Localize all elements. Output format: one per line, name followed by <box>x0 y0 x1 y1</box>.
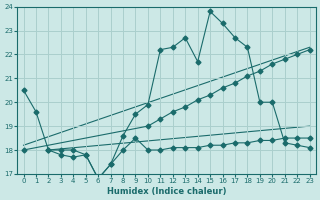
X-axis label: Humidex (Indice chaleur): Humidex (Indice chaleur) <box>107 187 226 196</box>
